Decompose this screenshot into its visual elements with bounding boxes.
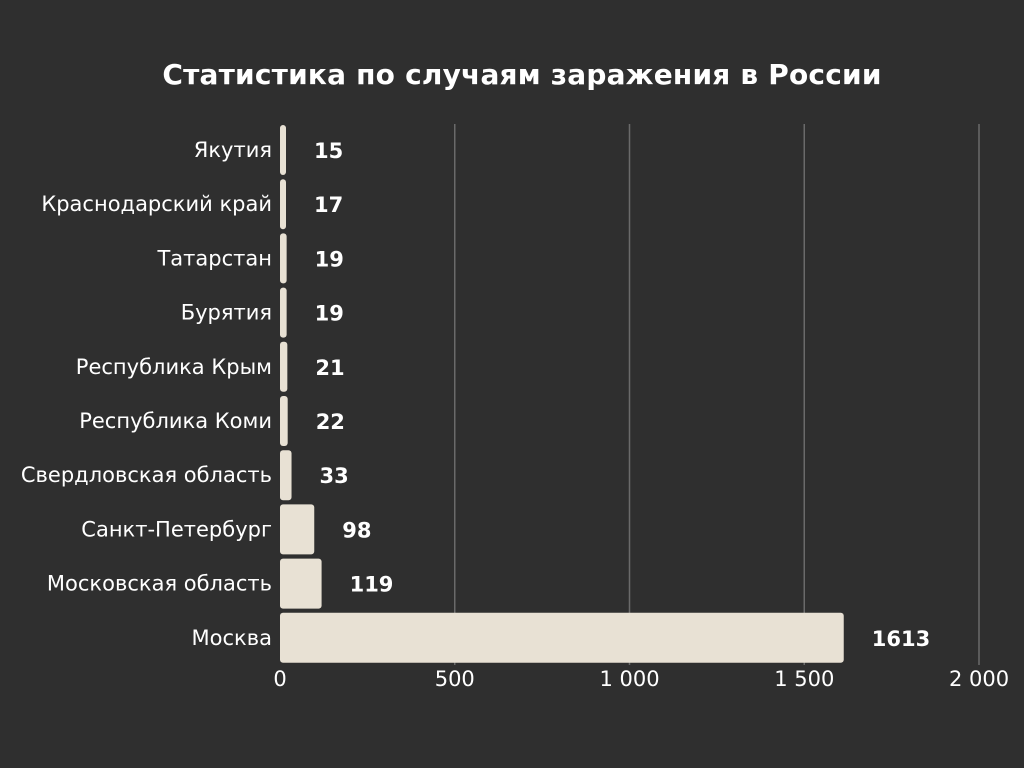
x-tick-label: 1 500	[774, 667, 834, 691]
bar	[280, 450, 292, 501]
value-label: 15	[314, 139, 343, 163]
bar	[280, 396, 288, 446]
x-tick-label: 2 000	[949, 667, 1009, 691]
value-labels: 15 17 19 19 21 22 33 98 119 1613	[314, 139, 930, 651]
value-label: 119	[350, 573, 394, 597]
value-label: 98	[342, 518, 371, 542]
bar	[280, 504, 315, 555]
bar	[280, 341, 288, 392]
bar	[280, 125, 286, 175]
bar	[280, 558, 322, 609]
value-label: 1613	[872, 627, 930, 651]
bar	[280, 612, 844, 663]
x-tick-label: 500	[435, 667, 475, 691]
category-label: Москва	[192, 626, 272, 650]
chart-title: Статистика по случаям заражения в России	[162, 58, 882, 91]
category-label: Республика Коми	[79, 409, 272, 433]
value-label: 19	[315, 247, 344, 271]
x-axis-ticks: 0 500 1 000 1 500 2 000	[273, 667, 1009, 691]
category-label: Санкт-Петербург	[81, 517, 272, 541]
value-label: 22	[316, 410, 345, 434]
category-label: Республика Крым	[76, 355, 272, 379]
category-label: Якутия	[194, 138, 272, 162]
bar	[280, 287, 287, 338]
grid-lines	[454, 124, 980, 665]
category-label: Московская область	[47, 572, 272, 596]
value-label: 21	[315, 356, 344, 380]
bar	[280, 179, 286, 230]
category-label: Татарстан	[156, 246, 272, 270]
category-label: Свердловская область	[21, 463, 272, 487]
category-label: Бурятия	[181, 301, 272, 325]
x-tick-label: 1 000	[599, 667, 659, 691]
bars	[280, 125, 844, 663]
value-label: 33	[320, 464, 349, 488]
category-labels: Якутия Краснодарский край Татарстан Бурятия…	[21, 138, 272, 650]
value-label: 19	[315, 302, 344, 326]
value-label: 17	[314, 193, 343, 217]
category-label: Краснодарский край	[41, 192, 272, 216]
x-tick-label: 0	[273, 667, 286, 691]
bar	[280, 233, 287, 284]
